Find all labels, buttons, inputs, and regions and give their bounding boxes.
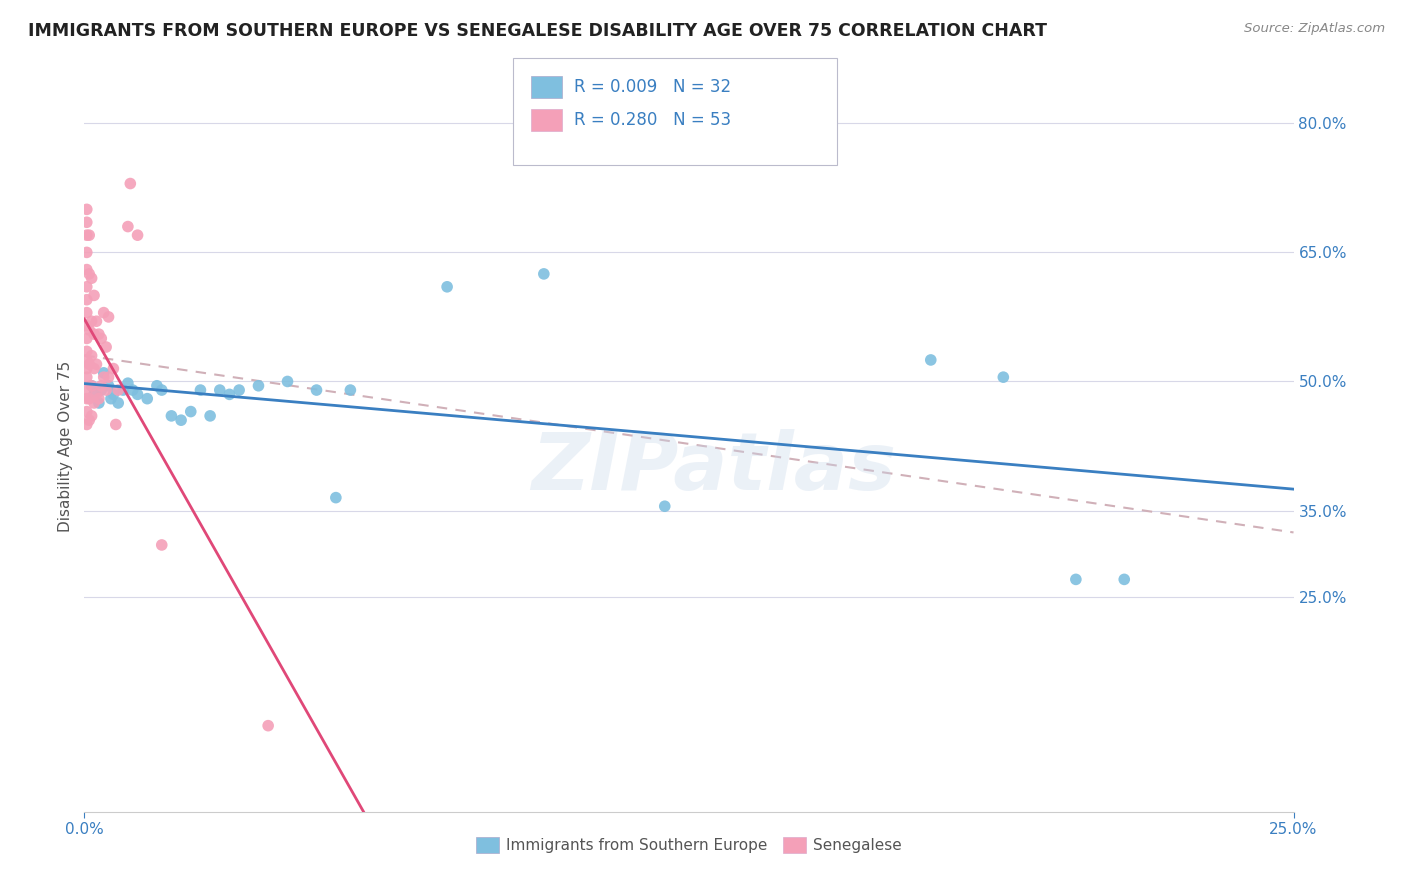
Point	[83, 361, 105, 376]
Point	[76, 383, 98, 397]
Point	[80, 378, 103, 392]
Point	[121, 383, 143, 397]
Text: ZIPatlas: ZIPatlas	[530, 429, 896, 507]
Point	[146, 378, 169, 392]
Point	[1114, 573, 1136, 587]
Point	[117, 376, 139, 391]
Point	[325, 491, 347, 505]
Point	[247, 378, 270, 392]
Point	[77, 392, 100, 406]
Point	[76, 280, 98, 294]
Point	[76, 361, 98, 376]
Point	[76, 262, 98, 277]
Point	[80, 271, 103, 285]
Point	[80, 409, 103, 423]
Point	[228, 383, 250, 397]
Point	[117, 219, 139, 234]
Point	[136, 392, 159, 406]
Point	[100, 392, 122, 406]
Point	[533, 267, 555, 281]
Point	[90, 331, 112, 345]
Point	[94, 340, 117, 354]
Text: R = 0.280   N = 53: R = 0.280 N = 53	[574, 111, 731, 129]
Point	[76, 305, 98, 319]
Point	[76, 344, 98, 359]
Point	[276, 375, 298, 389]
Point	[90, 378, 112, 392]
Point	[76, 353, 98, 368]
Point	[77, 267, 100, 281]
Point	[83, 387, 105, 401]
Point	[77, 413, 100, 427]
Point	[104, 417, 127, 432]
Point	[993, 370, 1015, 384]
Y-axis label: Disability Age Over 75: Disability Age Over 75	[58, 360, 73, 532]
Point	[208, 383, 231, 397]
Point	[76, 370, 98, 384]
Point	[76, 318, 98, 333]
Point	[436, 280, 458, 294]
Point	[93, 366, 115, 380]
Point	[86, 314, 108, 328]
Point	[97, 378, 120, 392]
Point	[103, 361, 125, 376]
Point	[77, 357, 100, 371]
Point	[76, 245, 98, 260]
Point	[76, 293, 98, 307]
Point	[257, 719, 280, 733]
Point	[97, 370, 120, 384]
Point	[107, 396, 129, 410]
Point	[86, 357, 108, 371]
Point	[76, 331, 98, 345]
Point	[93, 370, 115, 384]
Legend: Immigrants from Southern Europe, Senegalese: Immigrants from Southern Europe, Senegal…	[470, 830, 908, 859]
Text: R = 0.009   N = 32: R = 0.009 N = 32	[574, 78, 731, 96]
Point	[107, 383, 129, 397]
Point	[87, 327, 110, 342]
Point	[80, 378, 103, 392]
Point	[76, 417, 98, 432]
Point	[112, 383, 135, 397]
Point	[80, 349, 103, 363]
Point	[150, 538, 173, 552]
Text: Source: ZipAtlas.com: Source: ZipAtlas.com	[1244, 22, 1385, 36]
Point	[87, 396, 110, 410]
Point	[80, 314, 103, 328]
Point	[77, 323, 100, 337]
Point	[920, 353, 942, 368]
Point	[90, 383, 112, 397]
Point	[83, 327, 105, 342]
Point	[93, 305, 115, 319]
Point	[190, 383, 212, 397]
Point	[120, 177, 142, 191]
Point	[76, 215, 98, 229]
Text: IMMIGRANTS FROM SOUTHERN EUROPE VS SENEGALESE DISABILITY AGE OVER 75 CORRELATION: IMMIGRANTS FROM SOUTHERN EUROPE VS SENEG…	[28, 22, 1047, 40]
Point	[77, 228, 100, 243]
Point	[654, 500, 676, 514]
Point	[83, 288, 105, 302]
Point	[198, 409, 221, 423]
Point	[97, 310, 120, 324]
Point	[170, 413, 193, 427]
Point	[305, 383, 328, 397]
Point	[127, 387, 149, 401]
Point	[127, 228, 149, 243]
Point	[86, 387, 108, 401]
Point	[76, 404, 98, 418]
Point	[160, 409, 183, 423]
Point	[339, 383, 361, 397]
Point	[103, 387, 125, 401]
Point	[1064, 573, 1087, 587]
Point	[150, 383, 173, 397]
Point	[87, 392, 110, 406]
Point	[83, 396, 105, 410]
Point	[76, 202, 98, 217]
Point	[76, 392, 98, 406]
Point	[76, 228, 98, 243]
Point	[180, 404, 202, 418]
Point	[94, 383, 117, 397]
Point	[218, 387, 240, 401]
